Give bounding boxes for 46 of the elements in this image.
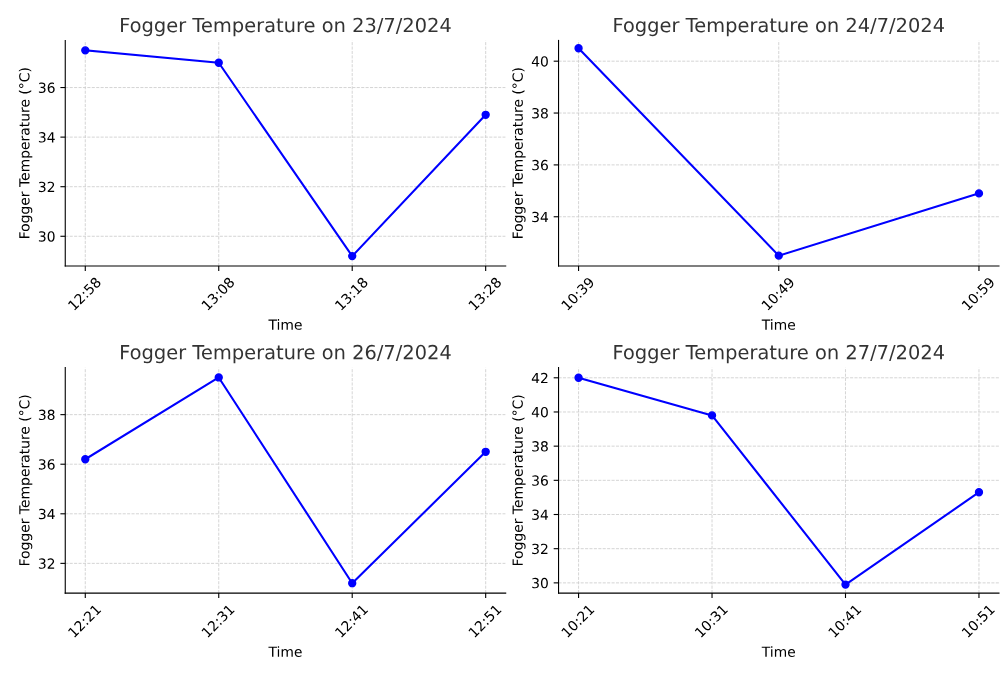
y-tick-label: 40 [531,56,548,67]
y-tick-label: 36 [532,159,548,171]
point [81,46,90,55]
y-tick-label: 38 [532,441,548,452]
y-axis-title: Fogger Temperature (°C) [18,395,33,566]
point [214,373,223,382]
point [574,373,583,382]
y-tick-label: 34 [38,132,55,143]
y-tick-label: 34 [532,509,549,520]
y-tick-label: 32 [38,558,55,569]
y-tick-label: 32 [532,543,548,555]
point [974,488,984,497]
point [574,44,583,53]
x-axis-title: Time [268,646,302,657]
y-tick-label: 42 [531,372,548,384]
y-tick-label: 30 [532,577,548,589]
point [214,58,223,67]
y-axis-title: Fogger Temperature (°C) [512,68,526,238]
y-tick-label: 36 [38,459,55,470]
point [348,579,357,588]
x-axis-title: Time [761,319,796,330]
point [348,251,357,261]
y-axis-title: Fogger Temperature (°C) [18,68,33,238]
y-tick-label: 38 [532,108,548,119]
y-tick-label: 36 [38,82,55,94]
y-tick-label: 30 [38,231,55,242]
point [774,251,783,260]
y-axis-title: Fogger Temperature (°C) [512,395,526,566]
y-tick-label: 34 [532,211,549,223]
chart-title: Fogger Temperature on 27/7/2024 [614,344,944,364]
x-axis-title: Time [761,646,796,657]
chart-title: Fogger Temperature on 23/7/2024 [121,17,451,37]
point [481,447,490,456]
y-tick-label: 36 [532,475,548,486]
y-tick-label: 38 [38,409,55,421]
y-tick-label: 32 [38,181,55,193]
point [81,455,90,464]
point [841,580,850,589]
chart-title: Fogger Temperature on 24/7/2024 [614,17,944,37]
y-tick-label: 40 [531,406,548,418]
y-tick-label: 34 [38,508,55,520]
x-axis-title: Time [268,319,302,330]
point [481,110,490,119]
chart-title: Fogger Temperature on 26/7/2024 [121,344,451,364]
point [707,411,717,420]
point [974,189,984,198]
